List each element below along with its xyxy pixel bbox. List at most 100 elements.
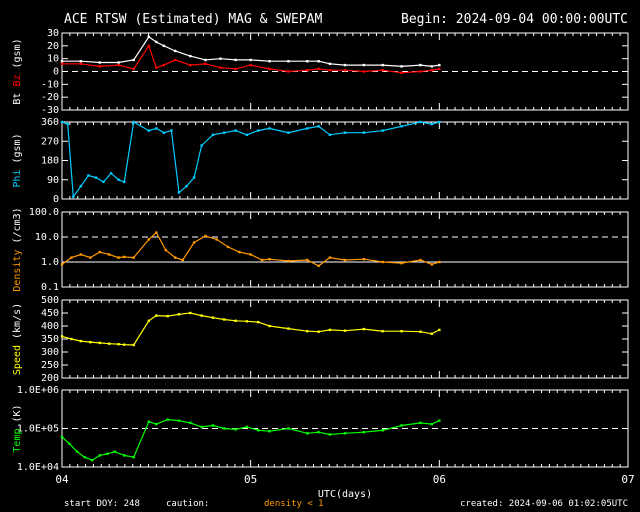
y-tick-label: 0 <box>53 67 59 78</box>
data-point-temp <box>343 432 347 435</box>
data-point-phi <box>66 122 69 126</box>
data-point-temp <box>155 422 158 426</box>
y-tick-label: 30 <box>47 28 59 39</box>
data-point-temp <box>245 425 249 429</box>
data-point-phi <box>245 133 249 137</box>
data-point-bt <box>132 58 135 62</box>
data-point-bz <box>219 66 222 69</box>
data-point-temp <box>268 430 271 433</box>
data-point-speed <box>166 314 169 318</box>
y-tick-label: 1.0E+05 <box>17 424 59 435</box>
data-point-speed <box>147 319 150 322</box>
data-point-phi <box>79 184 83 188</box>
y-tick-label: 270 <box>41 136 59 147</box>
data-point-speed <box>60 335 64 338</box>
data-point-bt <box>234 58 237 62</box>
data-point-phi <box>211 133 215 137</box>
data-point-phi <box>287 131 290 134</box>
data-point-density <box>174 256 177 259</box>
panel-4: 1.0E+06 1.0E+05 1.0E+04 Temp (K) <box>12 385 629 473</box>
data-point-bt <box>60 60 64 63</box>
y-axis-label-part: Bz <box>12 75 23 87</box>
data-point-temp <box>430 422 433 426</box>
panel-frame <box>61 211 629 288</box>
y-tick-label: 100.0 <box>29 207 59 218</box>
footer-start-doy: start DOY: 248 <box>64 499 140 509</box>
series-line-speed <box>61 312 440 346</box>
data-point-temp <box>123 454 126 457</box>
data-point-bt <box>343 63 347 67</box>
data-point-density <box>438 260 441 264</box>
data-point-bz <box>287 70 290 73</box>
data-point-bt <box>419 63 422 67</box>
data-point-speed <box>234 319 237 322</box>
data-point-phi <box>94 176 98 179</box>
y-tick-label: -10 <box>41 79 59 90</box>
data-point-speed <box>177 313 181 316</box>
data-point-temp <box>400 424 403 427</box>
y-tick-label: 1.0 <box>41 257 59 268</box>
data-point-speed <box>438 328 441 332</box>
data-point-density <box>181 258 184 262</box>
data-point-temp <box>223 427 226 430</box>
y-tick-label: 200 <box>41 373 59 384</box>
data-point-bz <box>162 63 166 67</box>
data-point-speed <box>317 330 320 333</box>
data-point-temp <box>177 419 181 422</box>
data-point-speed <box>189 311 192 315</box>
data-point-density <box>317 264 320 268</box>
data-point-phi <box>419 120 422 124</box>
data-point-density <box>400 261 403 265</box>
data-point-temp <box>362 431 366 434</box>
y-tick-label: 500 <box>41 295 59 306</box>
data-point-speed <box>306 330 309 333</box>
data-point-bt <box>287 60 290 63</box>
data-point-density <box>204 234 207 238</box>
y-tick-label: 0.1 <box>41 282 59 293</box>
data-point-speed <box>107 342 111 345</box>
data-point-bt <box>249 58 252 62</box>
data-point-bz <box>381 69 384 72</box>
data-point-phi <box>268 127 271 130</box>
data-point-speed <box>155 314 158 317</box>
data-point-phi <box>117 178 120 181</box>
data-point-speed <box>328 328 332 332</box>
data-point-temp <box>189 421 192 425</box>
footer-density-note: density < 1 <box>264 499 324 509</box>
data-point-density <box>98 250 101 254</box>
data-point-bt <box>317 60 320 63</box>
data-point-phi <box>200 144 203 147</box>
data-point-bt <box>306 60 309 63</box>
data-point-density <box>226 245 230 249</box>
data-point-bt <box>79 60 83 63</box>
data-point-temp <box>166 418 169 421</box>
panel-1: 360 270 180 90 0 Phi (gsm) <box>12 117 629 205</box>
data-point-phi <box>132 120 135 124</box>
data-point-temp <box>438 419 441 422</box>
y-tick-label: 250 <box>41 360 59 371</box>
data-point-speed <box>117 343 120 346</box>
data-point-density <box>215 238 218 241</box>
y-axis-label: Temp (K) <box>12 404 23 452</box>
y-axis-label-part: Phi <box>12 170 23 188</box>
data-point-temp <box>83 455 86 459</box>
data-point-density <box>362 257 366 261</box>
data-point-speed <box>400 330 403 333</box>
data-point-temp <box>68 442 71 446</box>
data-point-density <box>192 241 196 244</box>
data-point-temp <box>317 431 320 434</box>
data-point-speed <box>287 327 290 330</box>
data-point-bz <box>438 67 441 71</box>
data-point-phi <box>72 195 75 199</box>
data-point-bz <box>400 71 403 74</box>
footer-caution: caution: <box>166 499 209 509</box>
y-tick-label: -30 <box>41 105 59 116</box>
data-point-phi <box>162 131 166 134</box>
data-point-bt <box>162 44 166 48</box>
data-point-phi <box>170 129 173 132</box>
data-point-density <box>419 258 422 262</box>
data-point-bt <box>438 63 441 67</box>
data-point-bt <box>204 58 207 62</box>
data-point-phi <box>102 180 105 184</box>
